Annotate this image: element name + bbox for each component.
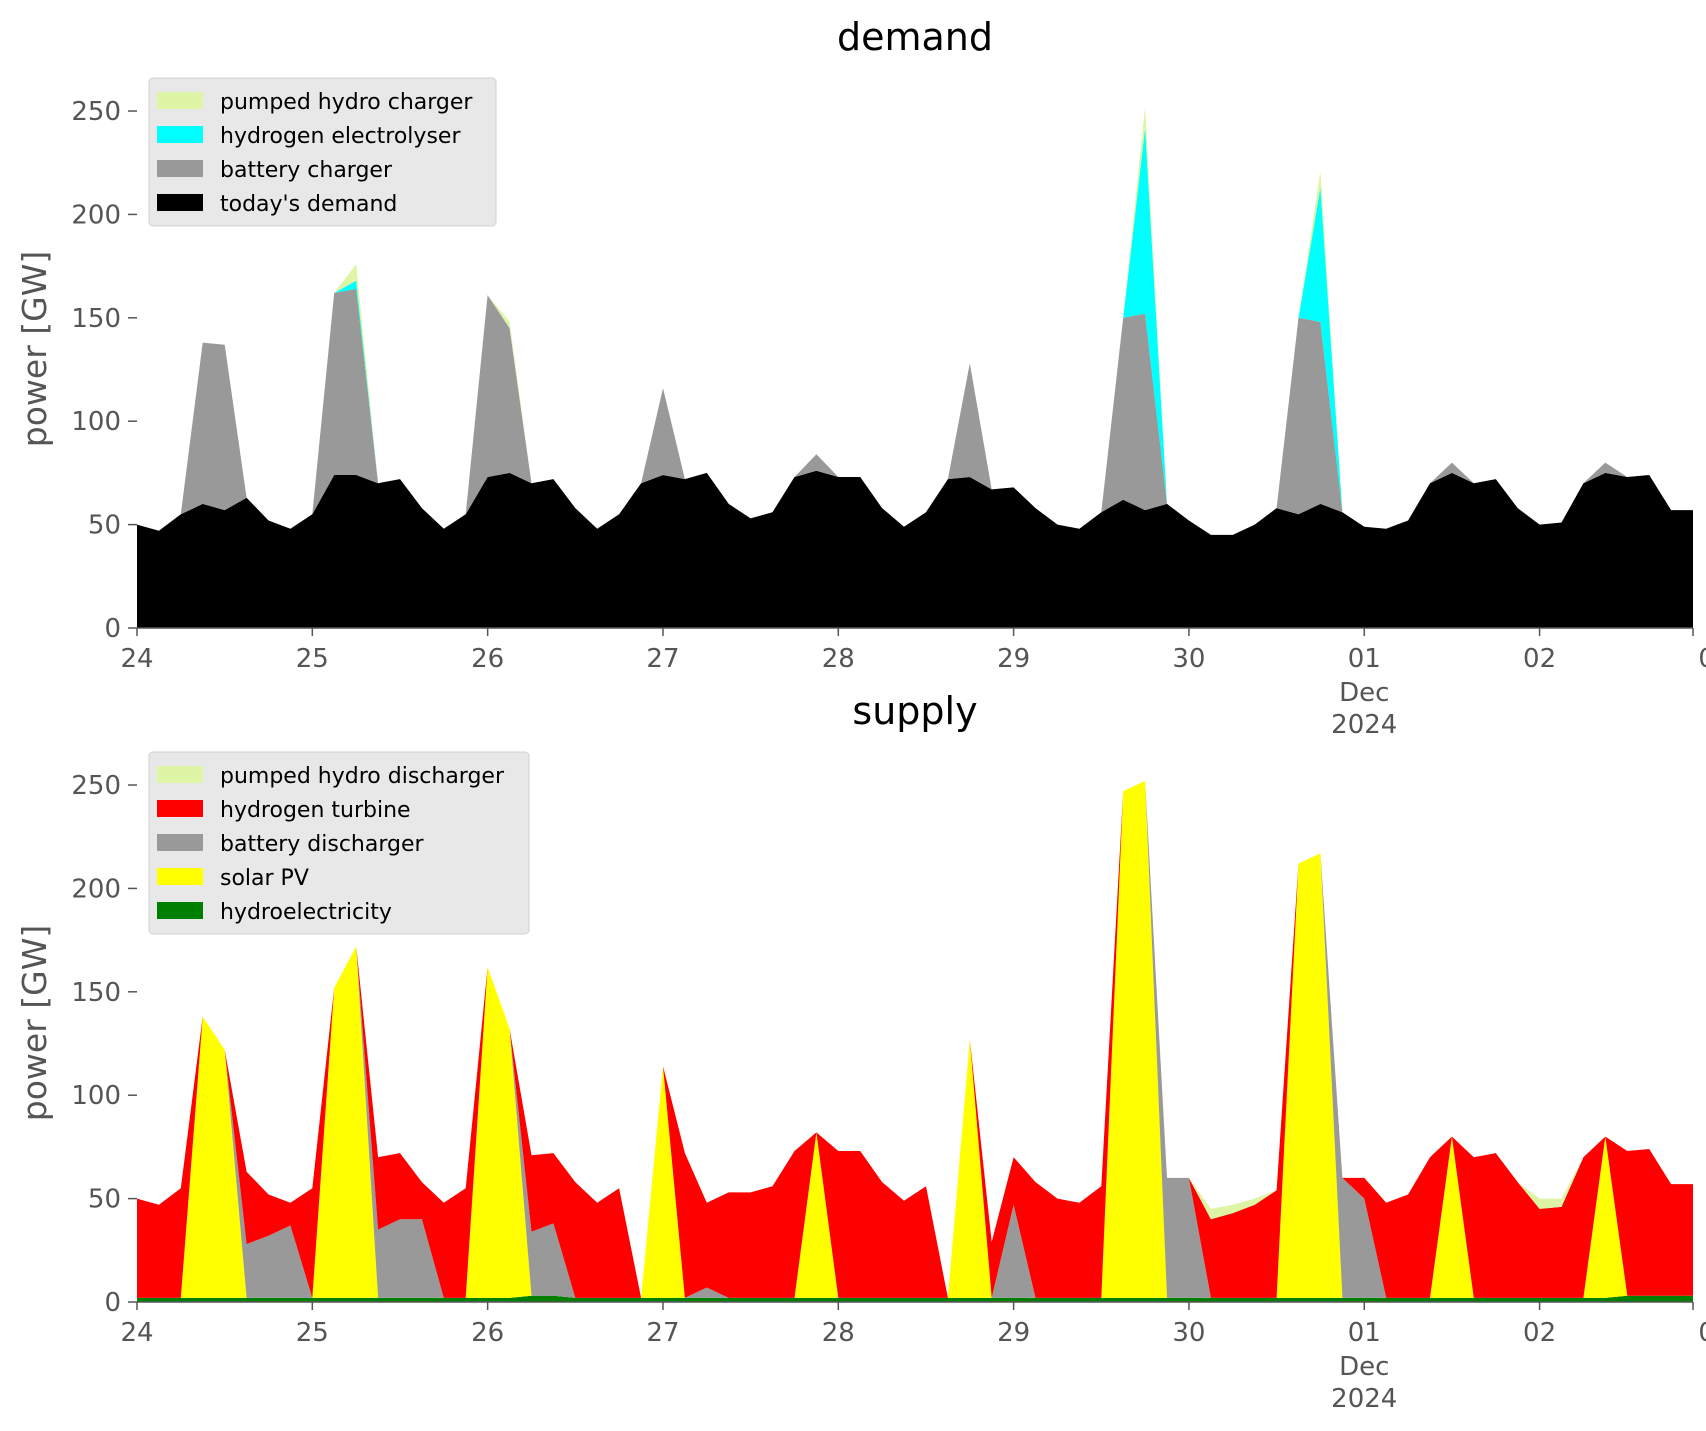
- x-tick-label: 27: [646, 1318, 679, 1348]
- y-tick-label: 150: [71, 304, 121, 334]
- x-tick-label: 02: [1523, 644, 1556, 674]
- area-hydrogen-turbine: [137, 780, 1693, 1298]
- y-tick-label: 0: [104, 1288, 121, 1318]
- y-tick-label: 200: [71, 874, 121, 904]
- legend-swatch: [157, 800, 203, 817]
- x-tick-label: 29: [997, 644, 1030, 674]
- y-tick-label: 150: [71, 978, 121, 1008]
- demand-panel: demand power [GW] 0 50 100 150 200 250 24 25 26 2…: [15, 15, 1706, 740]
- legend: pumped hydro discharger hydrogen turbine b…: [148, 751, 530, 935]
- x-tick-label: 25: [296, 644, 329, 674]
- legend-label: hydrogen electrolyser: [220, 124, 461, 149]
- x-tick-label: 01: [1348, 1318, 1381, 1348]
- x-tick-label: 25: [296, 1318, 329, 1348]
- legend-swatch: [157, 160, 203, 177]
- x-tick-label: 03: [1698, 644, 1706, 674]
- legend-swatch: [157, 868, 203, 885]
- legend-label: hydroelectricity: [220, 900, 392, 925]
- y-tick-label: 100: [71, 407, 121, 437]
- x-tick-label: 03: [1698, 1318, 1706, 1348]
- area-battery-discharger: [137, 780, 1693, 1298]
- supply-panel: supply power [GW] 0 50 100 150 200 250 24 25 26 2…: [15, 689, 1706, 1414]
- x-tick-sublabel: 2024: [1331, 710, 1397, 740]
- x-tick-label: 30: [1172, 644, 1205, 674]
- panel-title: supply: [852, 689, 977, 733]
- legend: pumped hydro charger hydrogen electrolyse…: [148, 77, 497, 227]
- x-tick-label: 24: [120, 1318, 153, 1348]
- legend-frame: [148, 751, 530, 935]
- y-axis-label: power [GW]: [15, 925, 54, 1121]
- x-tick-label: 02: [1523, 1318, 1556, 1348]
- x-tick-label: 26: [471, 1318, 504, 1348]
- y-tick-label: 0: [104, 614, 121, 644]
- area-battery-charger: [137, 288, 1693, 535]
- legend-label: battery charger: [220, 158, 393, 183]
- x-tick-sublabel: Dec: [1339, 1352, 1389, 1382]
- legend-swatch: [157, 126, 203, 143]
- y-axis-label: power [GW]: [15, 251, 54, 447]
- legend-swatch: [157, 902, 203, 919]
- legend-swatch: [157, 194, 203, 211]
- x-tick-label: 28: [822, 644, 855, 674]
- x-tick-label: 28: [822, 1318, 855, 1348]
- stacked-areas: [137, 106, 1693, 628]
- legend-swatch: [157, 92, 203, 109]
- legend-label: today's demand: [220, 192, 397, 217]
- stacked-areas: [137, 780, 1693, 1302]
- y-tick-label: 50: [88, 511, 121, 541]
- legend-label: solar PV: [220, 866, 309, 891]
- legend-frame: [148, 77, 497, 227]
- x-tick-sublabel: Dec: [1339, 678, 1389, 708]
- legend-label: pumped hydro charger: [220, 90, 473, 115]
- area-today-s-demand: [137, 470, 1693, 628]
- legend-label: pumped hydro discharger: [220, 764, 505, 789]
- x-tick-label: 30: [1172, 1318, 1205, 1348]
- x-tick-label: 24: [120, 644, 153, 674]
- legend-label: hydrogen turbine: [220, 798, 411, 823]
- legend-swatch: [157, 766, 203, 783]
- legend-label: battery discharger: [220, 832, 425, 857]
- y-tick-label: 200: [71, 200, 121, 230]
- panel-title: demand: [837, 15, 993, 59]
- x-tick-label: 29: [997, 1318, 1030, 1348]
- x-tick-label: 01: [1348, 644, 1381, 674]
- y-tick-label: 50: [88, 1185, 121, 1215]
- x-tick-label: 26: [471, 644, 504, 674]
- x-tick-sublabel: 2024: [1331, 1384, 1397, 1414]
- area-solar-pv: [137, 780, 1693, 1298]
- area-hydroelectricity: [137, 1295, 1693, 1302]
- x-tick-label: 27: [646, 644, 679, 674]
- y-tick-label: 100: [71, 1081, 121, 1111]
- y-tick-label: 250: [71, 97, 121, 127]
- y-tick-label: 250: [71, 771, 121, 801]
- legend-swatch: [157, 834, 203, 851]
